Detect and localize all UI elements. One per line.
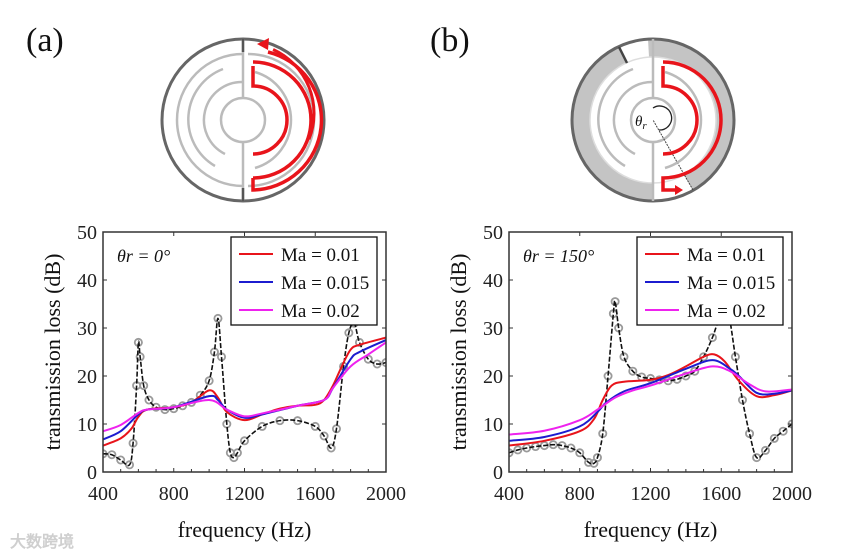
theta-annotation: θr = 150° — [523, 246, 594, 266]
watermark: 大数跨境 — [10, 532, 75, 551]
exact-data-point — [107, 450, 117, 460]
schematic-a — [160, 37, 326, 203]
legend-label: Ma = 0.015 — [687, 273, 775, 294]
exact-data-point — [592, 453, 602, 463]
y-tick-label: 10 — [483, 414, 503, 436]
exact-data-point — [232, 448, 242, 458]
x-tick-label: 2000 — [366, 483, 406, 505]
x-tick-label: 800 — [565, 483, 595, 505]
exact-line — [103, 317, 386, 467]
legend-label: Ma = 0.02 — [281, 301, 360, 322]
y-tick-label: 50 — [77, 222, 97, 244]
exact-data-point — [239, 436, 249, 446]
exact-data-point — [204, 376, 214, 386]
exact-data-point — [575, 448, 585, 458]
exact-data-point — [769, 433, 779, 443]
y-tick-label: 20 — [77, 366, 97, 388]
exact-data-point — [144, 395, 154, 405]
exact-data-point — [584, 457, 594, 467]
x-tick-label: 1200 — [631, 483, 671, 505]
theta-r-label: θr — [635, 114, 647, 132]
series-line-Ma_0_02 — [103, 341, 386, 433]
exact-data-point — [681, 371, 691, 381]
y-tick-label: 30 — [483, 318, 503, 340]
panel-label-a: (a) — [26, 22, 64, 59]
y-tick-label: 40 — [483, 270, 503, 292]
chart-a: 400 800 1200 1600 2000 0 10 20 30 40 50 frequency (… — [40, 222, 406, 542]
exact-data-point — [628, 366, 638, 376]
exact-data-point — [310, 421, 320, 431]
y-axis-label: transmission loss (dB) — [446, 254, 471, 451]
exact-data-point — [760, 445, 770, 455]
exact-data-point — [513, 445, 523, 455]
y-tick-label: 30 — [77, 318, 97, 340]
exact-data-point — [745, 429, 755, 439]
x-tick-label: 1600 — [295, 483, 335, 505]
exact-line — [509, 299, 792, 465]
exact-data-point — [135, 352, 145, 362]
x-tick-label: 2000 — [772, 483, 812, 505]
panel-label-b: (b) — [430, 22, 470, 59]
y-tick-label: 50 — [483, 222, 503, 244]
legend-label: Ma = 0.01 — [281, 245, 360, 266]
x-axis-label: frequency (Hz) — [584, 517, 718, 542]
exact-data-point — [275, 416, 285, 426]
y-tick-label: 20 — [483, 366, 503, 388]
exact-data-point — [326, 443, 336, 453]
schematic-b: θr — [570, 37, 736, 203]
exact-data-point — [566, 443, 576, 453]
legend-label: Ma = 0.02 — [687, 301, 766, 322]
exact-data-point — [125, 460, 135, 470]
exact-data-point — [619, 352, 629, 362]
legend-label: Ma = 0.01 — [687, 245, 766, 266]
x-tick-label: 400 — [494, 483, 524, 505]
exact-data-point — [707, 333, 717, 343]
exact-data-point — [548, 440, 558, 450]
exact-data-point — [354, 337, 364, 347]
x-tick-label: 800 — [159, 483, 189, 505]
exact-data-point — [116, 455, 126, 465]
y-tick-label: 0 — [87, 462, 97, 484]
legend-label: Ma = 0.015 — [281, 273, 369, 294]
x-axis-label: frequency (Hz) — [178, 517, 312, 542]
exact-data-point — [213, 313, 223, 323]
y-axis-label: transmission loss (dB) — [40, 254, 65, 451]
exact-data-point — [778, 426, 788, 436]
plot-area — [103, 313, 386, 470]
series-line-Ma_0_01 — [103, 336, 386, 447]
exact-data-point — [257, 421, 267, 431]
series-line-Ma_0_02 — [509, 365, 792, 436]
exact-data-point — [139, 381, 149, 391]
exact-data-point — [699, 352, 709, 362]
theta-annotation: θr = 0° — [117, 246, 170, 266]
x-tick-label: 1200 — [225, 483, 265, 505]
exact-data-point — [128, 438, 138, 448]
exact-data-point — [319, 431, 329, 441]
x-tick-label: 400 — [88, 483, 118, 505]
y-tick-label: 10 — [77, 414, 97, 436]
exact-data-point — [344, 328, 354, 338]
exact-data-point — [151, 402, 161, 412]
y-tick-label: 40 — [77, 270, 97, 292]
series-line-Ma_0_015 — [509, 359, 792, 442]
x-tick-label: 1600 — [701, 483, 741, 505]
y-tick-label: 0 — [493, 462, 503, 484]
chart-b: 400 800 1200 1600 2000 0 10 20 30 40 50 frequency (… — [446, 222, 812, 542]
